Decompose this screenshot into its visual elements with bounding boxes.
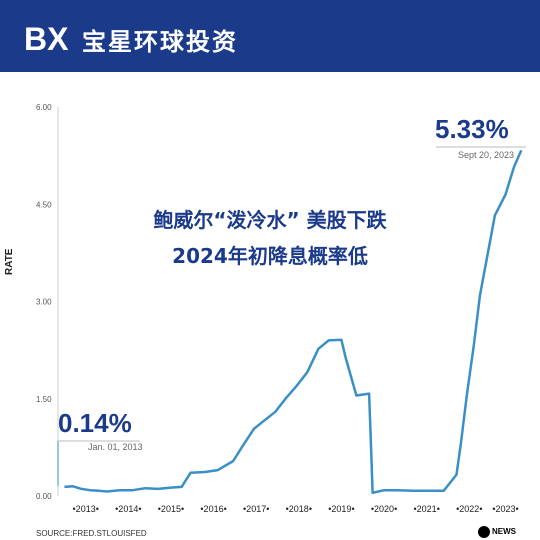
x-tick-label: •2020• [371, 504, 397, 514]
source-label: SOURCE:FRED.STLOUISFED [36, 529, 147, 538]
x-tick-label: •2016• [200, 504, 226, 514]
x-ticks: •2013• •2014• •2015• •2016• •2017• •2018• •201… [73, 504, 519, 514]
rate-line [64, 149, 523, 495]
y-tick-label: 3.00 [36, 298, 52, 307]
x-tick-label: •2019• [328, 504, 354, 514]
x-tick-label: •2015• [158, 504, 184, 514]
y-tick-label: 6.00 [36, 103, 52, 112]
x-tick-label: •2017• [243, 504, 269, 514]
abc-circle-icon [478, 526, 490, 538]
y-ticks: 0.00 1.50 3.00 4.50 6.00 [36, 103, 52, 501]
headline-line-1: 鲍威尔“泼冷水” 美股下跌 [153, 208, 387, 232]
y-tick-label: 4.50 [36, 200, 52, 209]
x-tick-label: •2014• [115, 504, 141, 514]
brand-name: 宝星环球投资 [82, 28, 238, 56]
start-value-label: 0.14% [58, 408, 132, 438]
abc-news-text: NEWS [492, 527, 516, 536]
rate-chart: 0.001.503.004.506.00 •2013• •2014• •2015• •… [36, 103, 526, 514]
end-date-label: Sept 20, 2023 [458, 150, 515, 160]
abc-news-logo: NEWS [478, 526, 538, 538]
logo-text: BX [24, 22, 69, 54]
x-tick-label: •2022• [456, 504, 482, 514]
header-bar: BX 宝星环球投资 [0, 0, 540, 72]
y-tick-label: 1.50 [36, 395, 52, 404]
start-date-label: Jan. 01, 2013 [88, 442, 143, 452]
x-tick-label: •2013• [73, 504, 99, 514]
bx-logo-icon: BX [24, 22, 69, 54]
x-tick-label: •2023• [492, 504, 518, 514]
x-tick-label: •2021• [414, 504, 440, 514]
x-tick-label: •2018• [286, 504, 312, 514]
end-value-label: 5.33% [435, 114, 509, 144]
y-tick-label: 0.00 [36, 492, 52, 501]
headline-line-2: 2024年初降息概率低 [172, 244, 368, 268]
